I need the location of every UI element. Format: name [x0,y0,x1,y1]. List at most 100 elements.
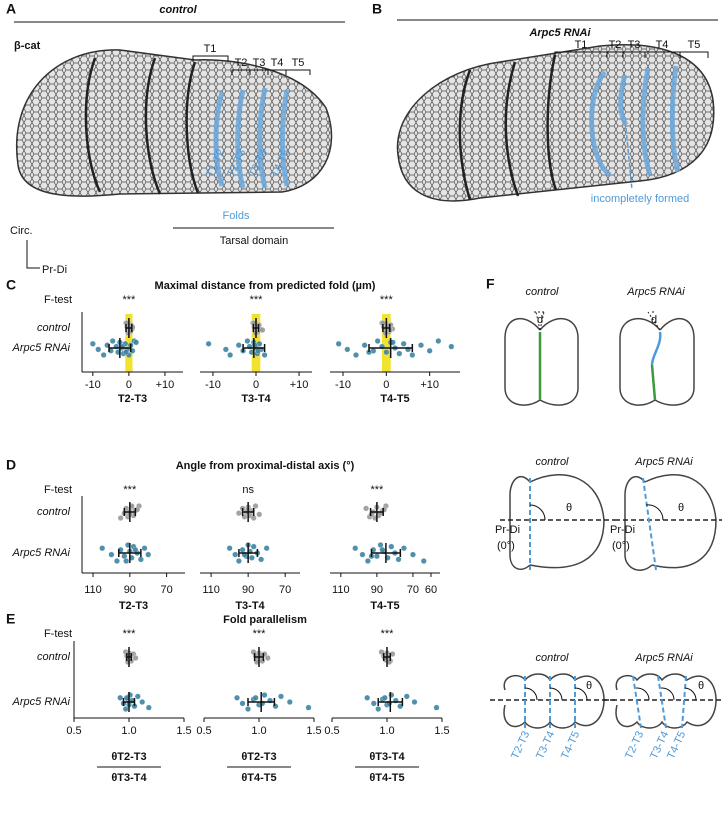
segment-label: T2 [235,57,248,69]
data-point [258,556,265,563]
data-point [403,693,410,700]
annotation-pointer [625,127,633,191]
segment-outline [619,317,695,406]
x-tick-label: 90 [124,584,136,596]
data-point [235,342,242,349]
data-point [226,545,233,552]
significance: *** [122,294,136,306]
category-label: Arpc5 RNAi [12,547,71,559]
data-point [145,551,152,558]
angle-label: θ [566,502,572,514]
distance-label: d [537,314,543,326]
fold-lines [589,65,681,178]
folds [632,675,687,729]
panel-title: Arpc5 RNAi [528,27,591,39]
data-point [141,545,148,552]
data-point [383,349,390,356]
segment-label: T5 [292,57,305,69]
x-tick-label: -10 [205,379,221,391]
significance: *** [370,484,384,496]
x-label: T4-T5 [370,600,399,612]
segment-label: T5 [688,39,701,51]
x-tick-label: +10 [420,379,439,391]
x-tick-label: 1.0 [251,725,266,737]
segment-label: T2 [609,39,622,51]
x-tick-label: +10 [290,379,309,391]
angle-arcs [635,687,697,701]
data-point [205,340,212,347]
data-point [100,352,107,358]
segment-boundaries [458,54,558,201]
data-point [410,551,416,558]
data-point [379,546,386,553]
data-point [433,704,440,711]
condition-label: control [535,652,569,664]
x-label-denominator: θT4-T5 [241,772,276,784]
data-point [259,658,266,664]
data-point [418,342,424,349]
x-tick-label: 70 [160,584,172,596]
axis-label: Pr-Di [610,524,635,536]
condition-label: Arpc5 RNAi [634,652,693,664]
x-label-denominator: θT3-T4 [111,772,147,784]
test-label: F-test [44,294,72,306]
data-point [234,694,240,701]
x-tick-label: 1.0 [121,725,136,737]
x-tick-label: 70 [407,584,419,596]
data-point [89,340,96,347]
axis-label: Pr-Di [495,524,520,536]
fold [650,364,657,401]
category-label: control [37,506,71,518]
data-point [396,350,403,357]
data-point [117,515,124,521]
axis-angle: (0°) [612,540,630,552]
data-point [261,352,268,358]
data-point [252,503,259,509]
segment-label: T3 [253,57,266,69]
panel-letter: D [6,457,16,473]
highlight-band [382,314,391,372]
data-point [256,511,263,518]
test-label: F-test [44,628,72,640]
data-point [426,347,433,354]
data-point [123,349,129,356]
panel-title: control [159,4,197,16]
data-point [264,655,271,661]
data-point [250,543,257,550]
x-label: T2-T3 [119,600,148,612]
x-label-numerator: θT3-T4 [369,751,405,763]
condition-label: Arpc5 RNAi [626,286,685,298]
data-point [251,342,258,349]
condition-label: control [525,286,559,298]
segment-label: T1 [575,39,588,51]
data-point [123,558,130,564]
condition-label: control [535,456,569,468]
significance: ns [242,484,254,496]
data-point [108,551,115,558]
x-label: T2-T3 [118,393,147,405]
segment-outline [509,474,605,570]
axis-angle: (0°) [497,540,515,552]
data-point [95,346,102,353]
data-point [278,693,284,700]
data-point [124,659,131,665]
x-tick-label: 1.5 [434,725,449,737]
data-point [335,340,342,347]
data-point [248,554,255,561]
tissue-image [15,49,333,197]
data-point [261,692,268,698]
angle-arc [645,504,664,521]
data-point [420,558,427,564]
x-tick-label: 0 [383,379,389,391]
data-point [448,343,455,350]
x-tick-label: 0.5 [66,725,81,737]
data-point [232,551,239,558]
distance-marker [647,311,661,331]
x-tick-label: 110 [84,584,102,596]
chart-title: Maximal distance from predicted fold (µm… [155,280,376,292]
data-point [375,706,382,712]
data-point [400,545,407,552]
significance: *** [381,628,395,640]
data-point [132,655,139,661]
